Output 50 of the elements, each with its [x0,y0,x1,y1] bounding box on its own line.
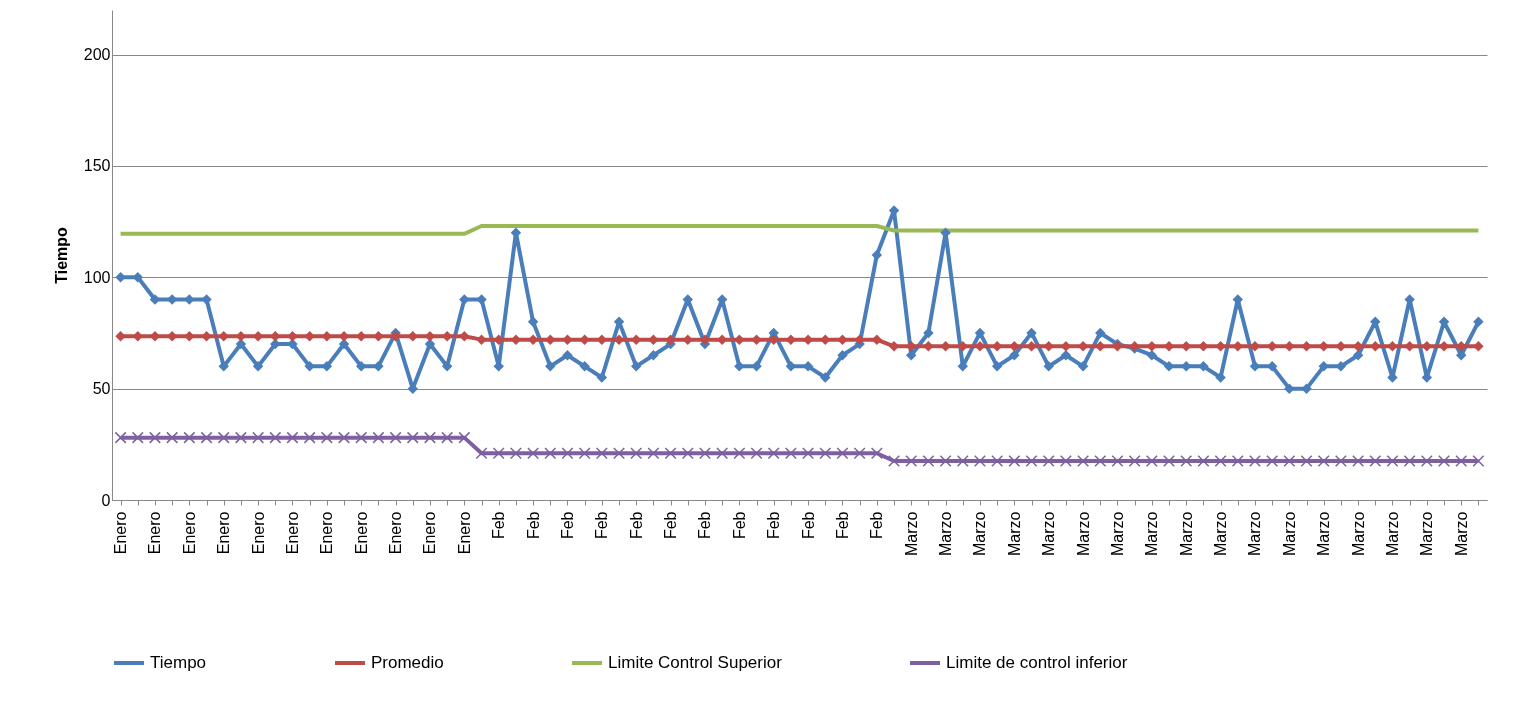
x-tick-label: Enero [112,511,130,555]
x-tick-label: Enero [283,511,301,555]
x-tick-label: Feb [627,511,645,540]
legend-label: Limite Control Superior [608,653,783,672]
x-tick-label: Marzo [1418,511,1436,556]
x-tick-label: Marzo [902,511,920,556]
x-tick-label: Enero [352,511,370,555]
y-tick-label: 150 [83,157,111,175]
x-tick-label: Enero [180,511,198,555]
y-tick-label: 50 [92,380,111,398]
legend-label: Tiempo [150,653,207,672]
x-tick-label: Marzo [937,511,955,556]
x-tick-label: Marzo [1074,511,1092,556]
x-tick-label: Marzo [1005,511,1023,556]
x-tick-label: Feb [524,511,542,540]
x-tick-label: Enero [387,511,405,555]
x-tick-label: Enero [146,511,164,555]
legend-label: Limite de control inferior [946,653,1128,672]
x-tick-label: Feb [868,511,886,540]
y-tick-label: 200 [83,46,111,64]
x-tick-label: Marzo [971,511,989,556]
x-tick-label: Feb [765,511,783,540]
x-tick-label: Marzo [1040,511,1058,556]
x-tick-label: Feb [558,511,576,540]
x-tick-label: Feb [593,511,611,540]
x-tick-label: Feb [730,511,748,540]
x-tick-label: Marzo [1383,511,1401,556]
legend-label: Promedio [371,653,444,672]
x-tick-label: Marzo [1108,511,1126,556]
x-tick-label: Enero [215,511,233,555]
x-tick-label: Enero [249,511,267,555]
x-tick-label: Marzo [1452,511,1470,556]
x-tick-label: Feb [799,511,817,540]
y-tick-label: 100 [83,268,111,286]
x-tick-label: Marzo [1246,511,1264,556]
x-tick-label: Feb [833,511,851,540]
x-tick-label: Enero [318,511,336,555]
x-tick-label: Marzo [1315,511,1333,556]
x-tick-label: Enero [455,511,473,555]
x-tick-label: Enero [421,511,439,555]
x-tick-label: Feb [696,511,714,540]
x-tick-label: Feb [490,511,508,540]
y-axis-title: Tiempo [52,226,70,284]
x-tick-label: Feb [662,511,680,540]
x-tick-label: Marzo [1177,511,1195,556]
x-tick-label: Marzo [1280,511,1298,556]
x-tick-label: Marzo [1349,511,1367,556]
x-tick-label: Marzo [1212,511,1230,556]
y-tick-label: 0 [101,491,111,509]
x-tick-label: Marzo [1143,511,1161,556]
